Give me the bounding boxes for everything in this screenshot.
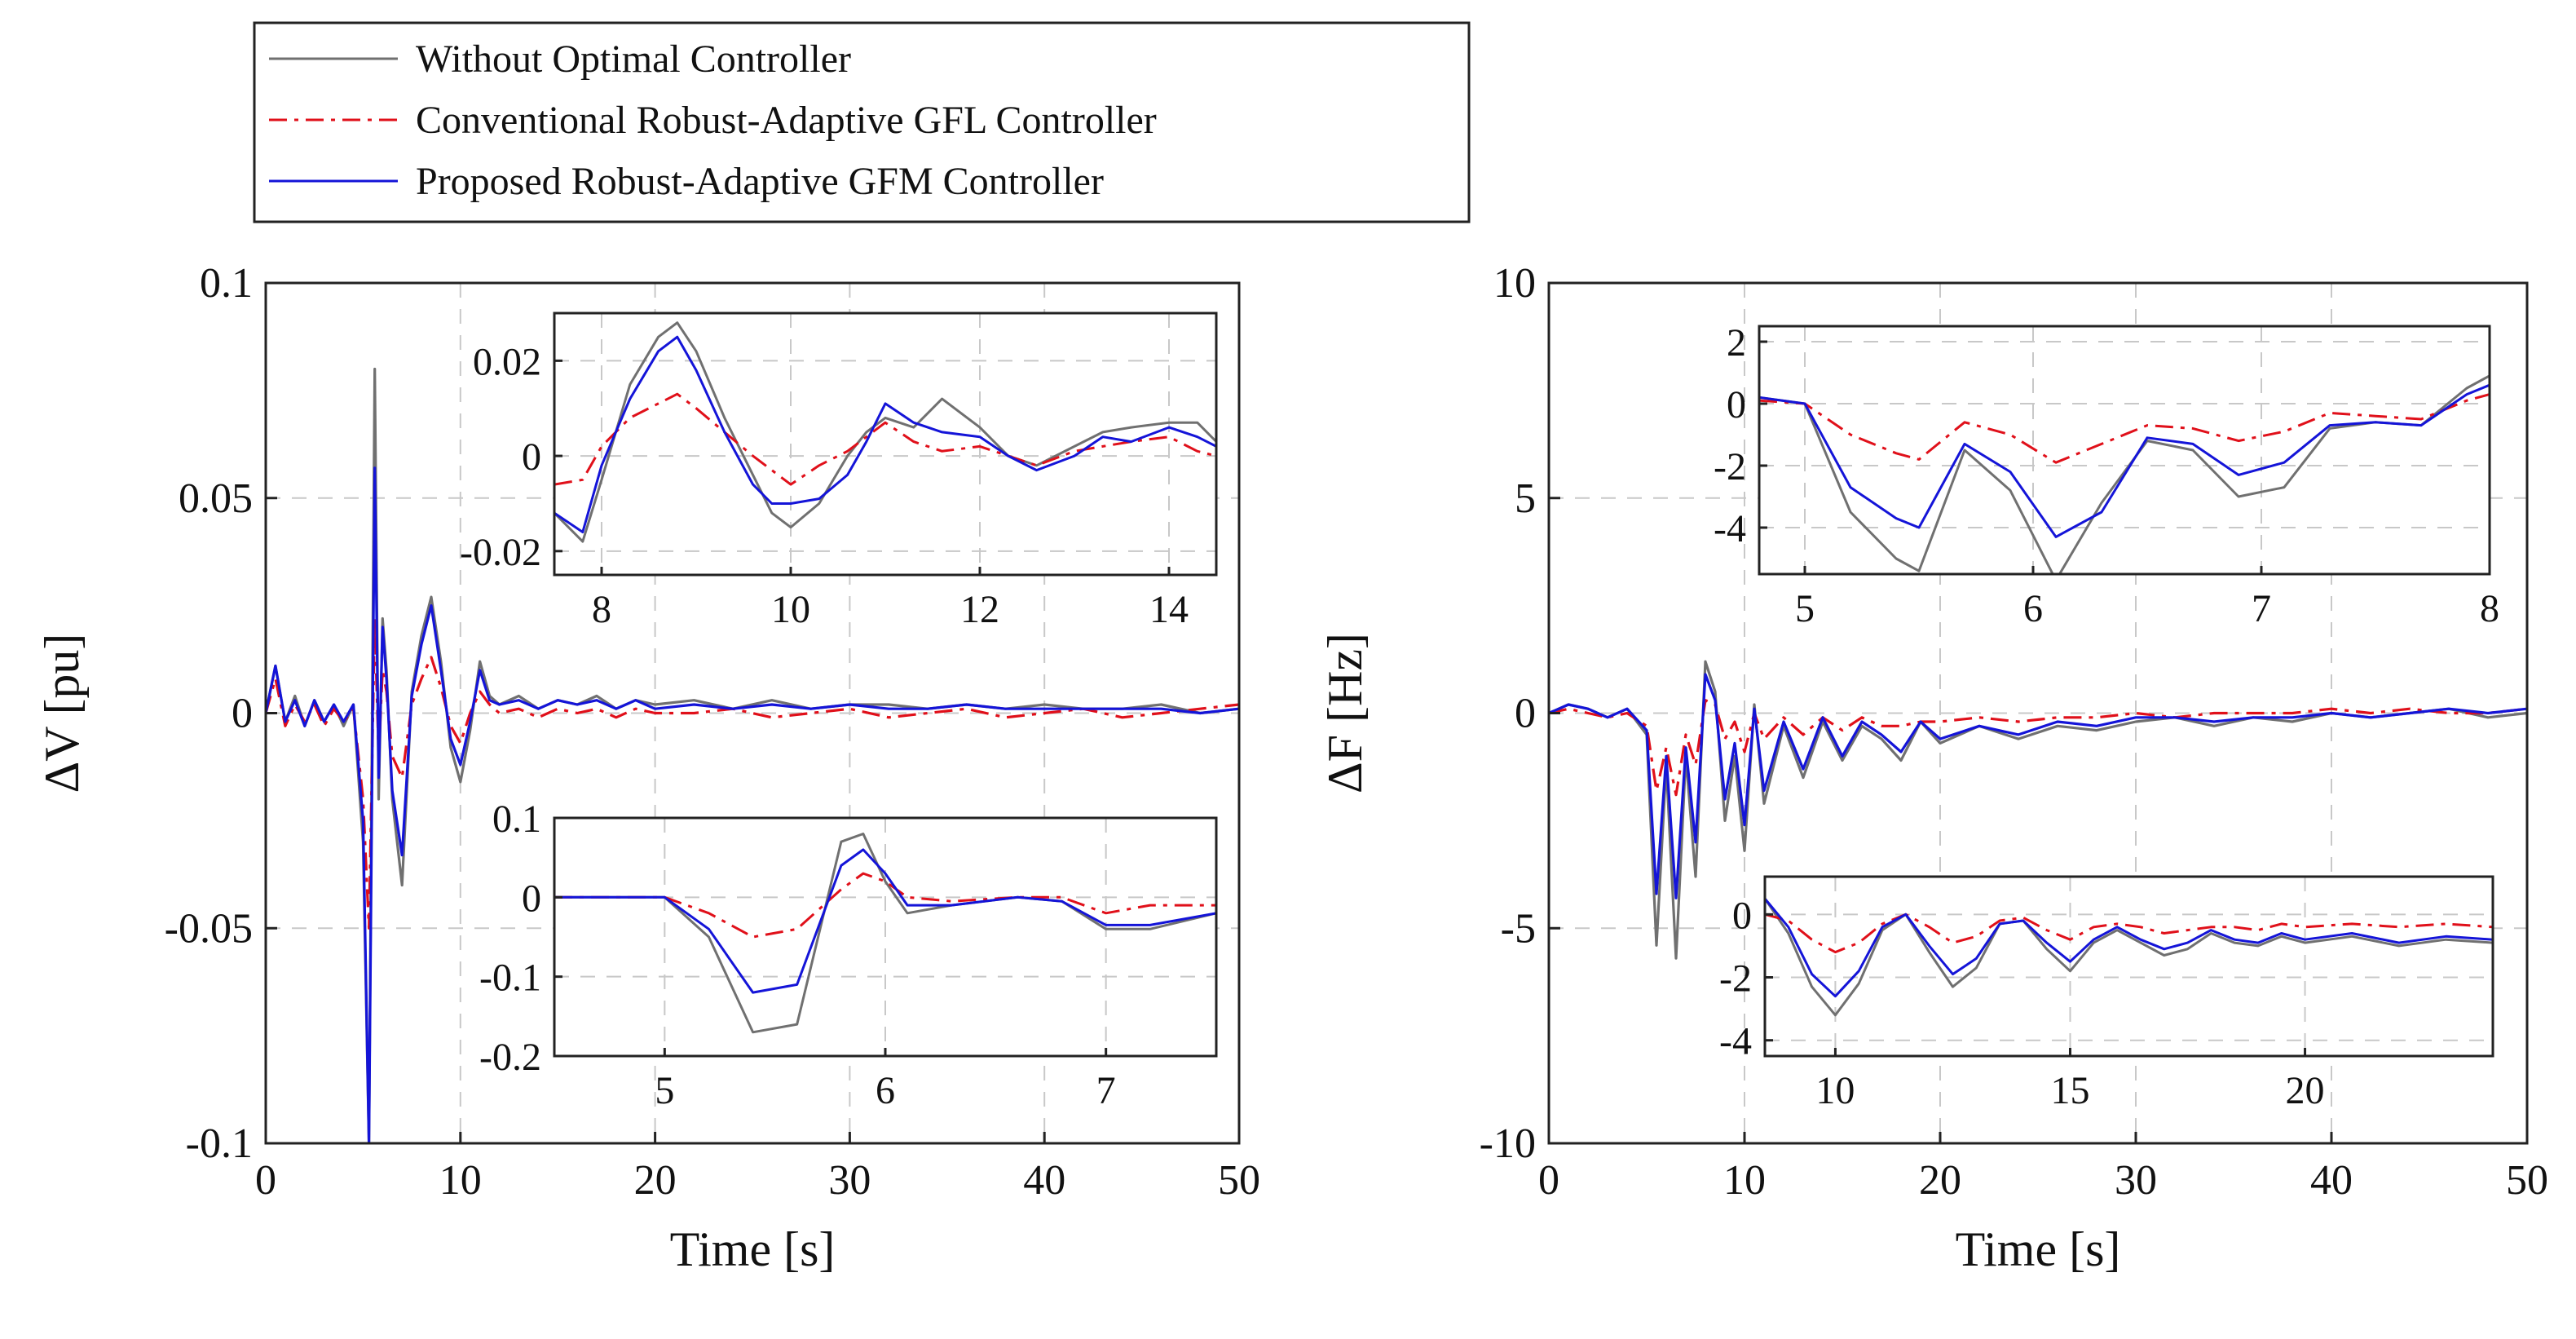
voltage_inset_bottom-series-0 bbox=[554, 833, 1216, 1034]
frequency_inset_bottom-ytick-label-2: 0 bbox=[1732, 894, 1752, 937]
voltage_main-xtick-label-3: 30 bbox=[828, 1157, 871, 1204]
frequency_inset_top-xtick-label-3: 8 bbox=[2480, 587, 2499, 630]
voltage_main-ytick-label-1: -0.05 bbox=[165, 905, 253, 952]
voltage_inset_bottom-xtick-label-1: 6 bbox=[876, 1069, 895, 1112]
legend-label-gfl: Conventional Robust-Adaptive GFL Control… bbox=[416, 99, 1157, 142]
voltage_inset_bottom-ytick-label-2: 0 bbox=[522, 877, 541, 920]
voltage_inset_bottom-ytick-label-1: -0.1 bbox=[479, 957, 541, 1000]
voltage_inset_top-xtick-label-3: 14 bbox=[1149, 588, 1189, 631]
voltage_inset_bottom-series-2 bbox=[554, 848, 1216, 994]
voltage_inset_bottom-xtick-label-0: 5 bbox=[655, 1069, 674, 1112]
voltage_main-ytick-label-3: 0.05 bbox=[179, 475, 253, 522]
frequency_inset_top-series-2 bbox=[1759, 383, 2490, 538]
frequency_main-xlabel: Time [s] bbox=[1956, 1222, 2121, 1276]
frequency_inset_top-xtick-label-0: 5 bbox=[1795, 587, 1815, 630]
frequency_inset_top-xtick-label-2: 7 bbox=[2252, 587, 2271, 630]
legend-label-without: Without Optimal Controller bbox=[416, 38, 851, 81]
frequency_inset_bottom-series-1 bbox=[1765, 913, 2493, 954]
frequency_inset_bottom-xtick-label-0: 10 bbox=[1815, 1069, 1855, 1112]
voltage_inset_top-xtick-label-2: 12 bbox=[960, 588, 999, 631]
voltage_inset_top-series-1 bbox=[554, 392, 1216, 486]
voltage_main-xtick-label-0: 0 bbox=[255, 1157, 276, 1204]
frequency_inset_bottom-series-2 bbox=[1765, 898, 2493, 998]
legend-label-gfm: Proposed Robust-Adaptive GFM Controller bbox=[416, 160, 1104, 203]
voltage_inset_top-series-2 bbox=[554, 335, 1216, 533]
frequency_inset_bottom-ytick-label-1: -2 bbox=[1719, 957, 1752, 1001]
frequency_inset_bottom-plot-area bbox=[1765, 877, 2493, 1056]
voltage_inset_bottom-xtick-label-2: 7 bbox=[1096, 1069, 1116, 1112]
frequency_inset_bottom-series-group bbox=[1765, 898, 2493, 1017]
voltage_inset_top-series-group bbox=[554, 321, 1216, 543]
frequency_inset_top-plot-area bbox=[1759, 326, 2490, 574]
frequency_main-xtick-label-1: 10 bbox=[1723, 1157, 1766, 1204]
chart-frequency_inset_bottom: 10 15 20 -4 -2 0 bbox=[1719, 875, 2494, 1112]
voltage_main-ylabel: ΔV [pu] bbox=[35, 634, 89, 793]
voltage_inset_top-plot-area bbox=[554, 313, 1216, 575]
voltage_main-ytick-label-0: -0.1 bbox=[186, 1120, 253, 1167]
frequency_main-series-2 bbox=[1549, 673, 2527, 899]
voltage_main-ytick-label-4: 0.1 bbox=[200, 260, 253, 307]
frequency_main-xtick-label-3: 30 bbox=[2115, 1157, 2157, 1204]
voltage_main-xtick-label-4: 40 bbox=[1023, 1157, 1065, 1204]
frequency_main-ytick-label-4: 10 bbox=[1493, 260, 1536, 307]
frequency_main-ylabel: ΔF [Hz] bbox=[1318, 633, 1372, 793]
voltage_main-xtick-label-5: 50 bbox=[1218, 1157, 1260, 1204]
frequency_inset_top-ytick-label-3: 2 bbox=[1727, 321, 1746, 365]
voltage_inset_top-xtick-label-0: 8 bbox=[592, 588, 611, 631]
frequency_inset_top-series-group bbox=[1759, 374, 2490, 574]
voltage_inset_top-ytick-label-0: -0.02 bbox=[460, 531, 541, 574]
voltage_inset_top-ytick-label-2: 0.02 bbox=[473, 340, 541, 383]
chart-voltage_inset_top: 8 10 12 14 -0.02 0 0.02 bbox=[460, 312, 1218, 631]
frequency_main-ytick-label-0: -10 bbox=[1480, 1120, 1536, 1167]
legend: Without Optimal Controller Conventional … bbox=[253, 21, 1471, 223]
legend-box bbox=[253, 21, 1471, 223]
voltage_main-ytick-label-2: 0 bbox=[232, 691, 253, 737]
frequency_inset_bottom-series-0 bbox=[1765, 898, 2493, 1017]
voltage_inset_bottom-series-1 bbox=[554, 872, 1216, 939]
voltage_main-series-2 bbox=[266, 466, 1239, 1143]
chart-voltage_inset_bottom: 5 6 7 -0.2 -0.1 0 0.1 bbox=[479, 798, 1218, 1112]
voltage_inset_bottom-ytick-label-3: 0.1 bbox=[492, 798, 541, 841]
frequency_main-xtick-label-5: 50 bbox=[2506, 1157, 2548, 1204]
frequency_inset_top-ytick-label-2: 0 bbox=[1727, 383, 1746, 426]
voltage_inset_top-xtick-label-1: 10 bbox=[771, 588, 810, 631]
frequency_main-xtick-label-0: 0 bbox=[1538, 1157, 1559, 1204]
frequency_main-xtick-label-4: 40 bbox=[2310, 1157, 2353, 1204]
frequency_inset_top-series-1 bbox=[1759, 393, 2490, 464]
frequency_main-ytick-label-1: -5 bbox=[1501, 905, 1536, 952]
frequency_inset_bottom-ytick-label-0: -4 bbox=[1719, 1020, 1752, 1063]
frequency_main-series-1 bbox=[1549, 699, 2527, 797]
voltage_inset_top-ytick-label-1: 0 bbox=[522, 435, 541, 479]
frequency_main-xtick-label-2: 20 bbox=[1919, 1157, 1961, 1204]
frequency_inset_top-frame bbox=[1758, 325, 2491, 576]
frequency_inset_bottom-xtick-label-1: 15 bbox=[2050, 1069, 2089, 1112]
voltage_main-xlabel: Time [s] bbox=[670, 1222, 836, 1276]
chart-frequency_inset_top: 5 6 7 8 -4 -2 0 2 bbox=[1714, 321, 2499, 630]
voltage_inset_bottom-series-group bbox=[554, 833, 1216, 1034]
frequency_inset_top-xtick-label-1: 6 bbox=[2023, 587, 2043, 630]
frequency_main-series-group bbox=[1549, 660, 2527, 960]
voltage_main-xtick-label-1: 10 bbox=[439, 1157, 482, 1204]
frequency_main-ytick-label-2: 0 bbox=[1515, 691, 1536, 737]
voltage_main-series-group bbox=[266, 367, 1239, 1143]
voltage_main-xtick-label-2: 20 bbox=[634, 1157, 677, 1204]
voltage_inset_bottom-ytick-label-0: -0.2 bbox=[479, 1036, 541, 1079]
frequency_inset_top-ytick-label-0: -4 bbox=[1714, 507, 1746, 550]
frequency_inset_bottom-xtick-label-2: 20 bbox=[2286, 1069, 2325, 1112]
frequency_main-ytick-label-3: 5 bbox=[1515, 475, 1536, 522]
frequency_inset_top-ytick-label-1: -2 bbox=[1714, 445, 1746, 488]
frequency_inset_bottom-frame bbox=[1763, 875, 2494, 1058]
voltage_inset_top-frame bbox=[553, 312, 1218, 577]
